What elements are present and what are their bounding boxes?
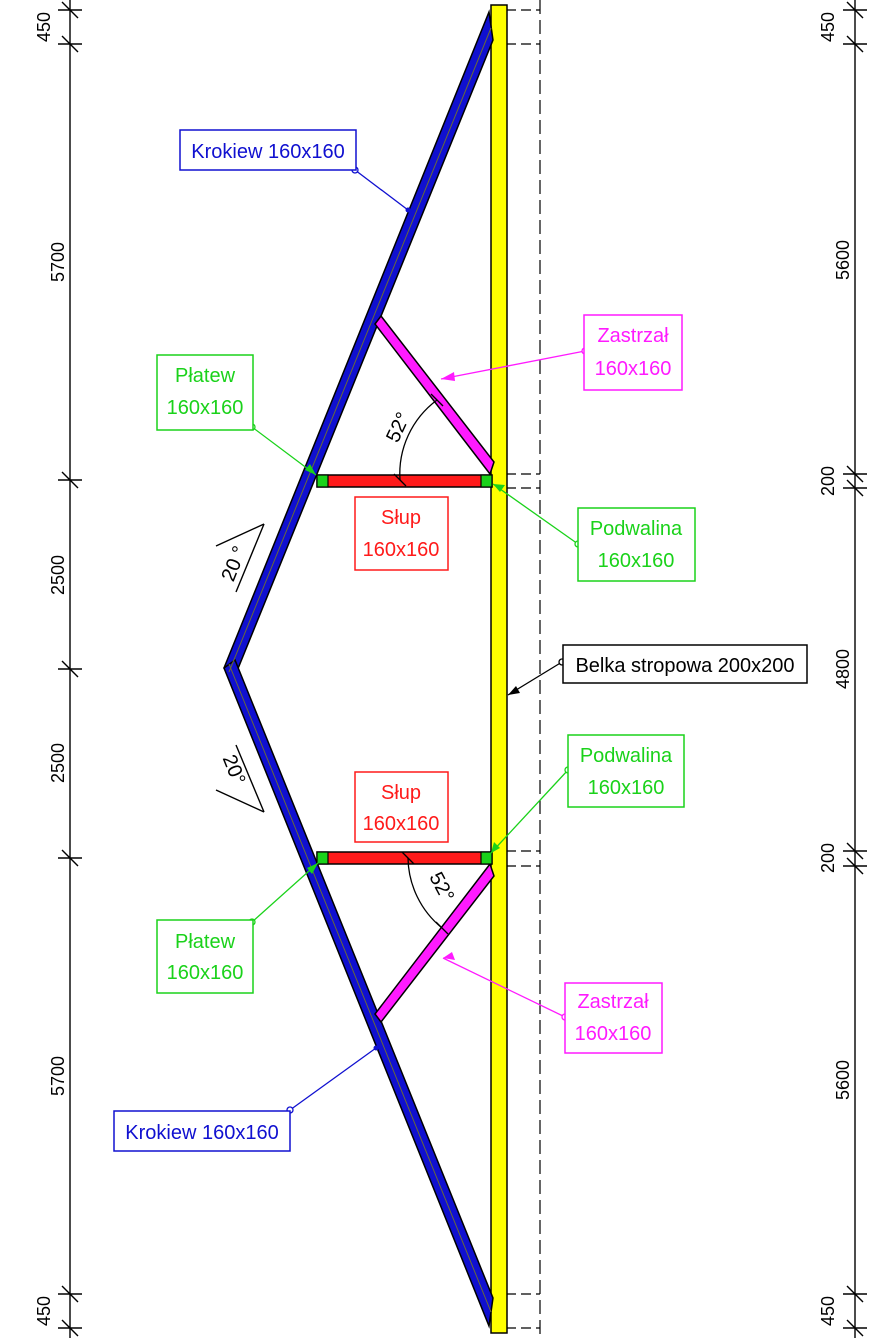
- dim-right-5600-bottom: 5600: [833, 1060, 853, 1100]
- label-column-top-line2: 160x160: [363, 539, 440, 561]
- purlin-block-bottom: [316, 851, 329, 865]
- label-sill-top: Podwalina 160x160: [577, 507, 696, 582]
- dim-left-2500-top: 2500: [48, 555, 68, 595]
- label-sill-bottom-line1: Podwalina: [580, 745, 673, 767]
- label-brace-bottom: Zastrzał 160x160: [564, 982, 663, 1054]
- label-rafter-bottom: Krokiew 160x160: [113, 1110, 291, 1152]
- label-column-top: Słup 160x160: [354, 496, 449, 571]
- dim-right-450-top: 450: [818, 12, 838, 42]
- angle-arc-bottom: [401, 851, 449, 935]
- brace-bottom: [374, 862, 495, 1024]
- brace-top: [374, 314, 495, 476]
- label-column-bottom-line2: 160x160: [363, 813, 440, 835]
- pitch-label-top: 20 °: [218, 543, 252, 584]
- left-dimension-texts: 450 5700 2500 2500 5700 450: [34, 12, 68, 1326]
- pitch-label-bottom: 20°: [218, 752, 250, 788]
- label-purlin-bottom-line1: Płatew: [175, 931, 236, 953]
- dim-right-5600-top: 5600: [833, 240, 853, 280]
- dim-left-5700-top: 5700: [48, 242, 68, 282]
- label-purlin-top-line2: 160x160: [167, 397, 244, 419]
- label-sill-top-line1: Podwalina: [590, 518, 683, 540]
- label-brace-bottom-line1: Zastrzał: [577, 991, 649, 1013]
- label-brace-top-line1: Zastrzał: [597, 325, 669, 347]
- label-sill-bottom: Podwalina 160x160: [567, 734, 685, 808]
- label-sill-top-line2: 160x160: [598, 550, 675, 572]
- label-rafter-top: Krokiew 160x160: [179, 129, 357, 171]
- dim-right-200-bottom: 200: [818, 843, 838, 873]
- dim-left-450-top: 450: [34, 12, 54, 42]
- label-purlin-top-line1: Płatew: [175, 365, 236, 387]
- label-brace-top-line2: 160x160: [595, 358, 672, 380]
- dim-left-5700-bottom: 5700: [48, 1056, 68, 1096]
- rafter-bottom-edge: [228, 663, 492, 1313]
- label-rafter-top-text: Krokiew 160x160: [191, 141, 344, 163]
- left-dimension-line: [58, 0, 82, 1338]
- dim-right-450-bottom: 450: [818, 1296, 838, 1326]
- right-dimension-texts: 450 5600 200 4800 200 5600 450: [818, 12, 853, 1326]
- dim-left-2500-bottom: 2500: [48, 743, 68, 783]
- dim-right-4800: 4800: [833, 649, 853, 689]
- ceiling-beam: [490, 4, 508, 1334]
- dim-left-450-bottom: 450: [34, 1296, 54, 1326]
- angle-label-top: 52°: [382, 409, 415, 446]
- label-column-bottom: Słup 160x160: [354, 771, 449, 843]
- label-brace-bottom-line2: 160x160: [575, 1023, 652, 1045]
- leader-arrowheads: [305, 207, 520, 1051]
- rafter-top: [223, 9, 494, 678]
- leader-lines: [251, 169, 586, 1111]
- angle-arc-top: [393, 393, 444, 487]
- sill-block-bottom: [480, 851, 493, 865]
- label-ceiling-beam-text: Belka stropowa 200x200: [575, 655, 794, 677]
- label-column-top-line1: Słup: [381, 507, 421, 529]
- label-rafter-bottom-text: Krokiew 160x160: [125, 1122, 278, 1144]
- label-sill-bottom-line2: 160x160: [588, 777, 665, 799]
- label-purlin-bottom-line2: 160x160: [167, 962, 244, 984]
- sill-block-top: [480, 474, 493, 488]
- rafter-top-edge: [228, 27, 492, 673]
- pitch-symbol-top: [215, 523, 265, 593]
- label-purlin-bottom: Płatew 160x160: [156, 919, 254, 994]
- label-ceiling-beam: Belka stropowa 200x200: [562, 644, 808, 684]
- angle-label-bottom: 52°: [424, 869, 458, 906]
- dim-right-200-top: 200: [818, 466, 838, 496]
- label-column-bottom-line1: Słup: [381, 782, 421, 804]
- purlin-block-top: [316, 474, 329, 488]
- label-brace-top: Zastrzał 160x160: [583, 314, 683, 391]
- label-purlin-top: Płatew 160x160: [156, 354, 254, 431]
- rafter-bottom: [223, 658, 494, 1329]
- pitch-symbol-bottom: [215, 744, 265, 813]
- right-dimension-line: [843, 0, 867, 1338]
- wall-dashed-lines: [506, 0, 541, 1338]
